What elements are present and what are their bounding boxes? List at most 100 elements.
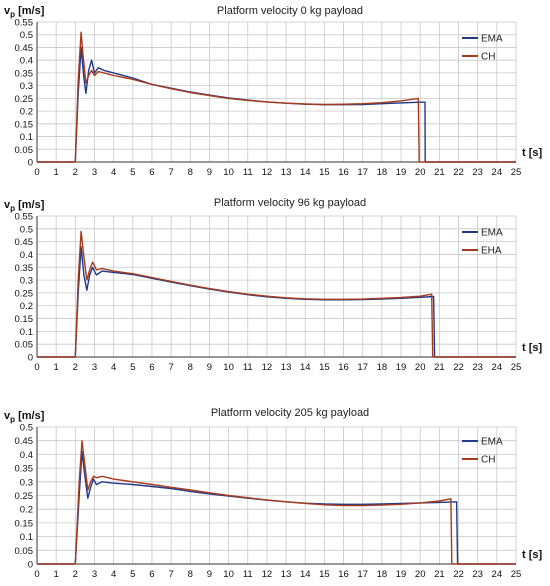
y-tick-label: 0.25 [15,288,34,299]
y-axis-label: vp [m/s] [4,5,45,19]
y-tick-label: 0.1 [20,132,33,143]
x-tick-label: 13 [281,167,292,178]
y-tick-label: 0.35 [15,464,34,475]
x-tick-label: 18 [377,569,388,580]
y-tick-label: 0.25 [15,491,34,502]
x-tick-label: 24 [492,167,503,178]
x-tick-label: 16 [338,569,349,580]
x-tick-label: 1 [54,362,59,373]
y-tick-label: 0.15 [15,518,34,529]
y-tick-label: 0.3 [20,276,33,287]
y-tick-label: 0.15 [15,314,34,325]
y-tick-label: 0.35 [15,68,34,79]
legend-label: CH [481,455,495,466]
x-tick-label: 7 [168,167,173,178]
x-tick-label: 5 [130,362,135,373]
y-tick-label: 0 [28,353,33,364]
x-tick-label: 2 [73,569,78,580]
x-tick-label: 20 [415,362,426,373]
x-tick-label: 18 [377,362,388,373]
x-tick-label: 15 [319,362,330,373]
x-axis-label: t [s] [522,549,543,561]
y-tick-label: 0.2 [20,301,33,312]
x-tick-label: 5 [130,569,135,580]
legend-label: EMA [481,437,503,448]
x-tick-label: 18 [377,167,388,178]
x-tick-label: 24 [492,362,503,373]
x-tick-label: 23 [472,569,483,580]
chart-title: Platform velocity 0 kg payload [217,5,363,17]
x-tick-label: 10 [223,167,234,178]
chart-panel-2: 0 1 2 3 4 5 6 7 8 9 10 11 12 13 14 15 16 17 18 19 20 21 22 23 24… [4,197,543,373]
x-tick-label: 11 [243,362,253,373]
legend-label: EMA [481,34,503,45]
chart-panel-3: 0 1 2 3 4 5 6 7 8 9 10 11 12 13 14 15 16 17 18 19 20 21 22 23 24… [4,407,543,580]
chart-panel-1: 0 1 2 3 4 5 6 7 8 9 10 11 12 13 14 15 16 17 18 19 20 21 22 23 24… [4,5,543,178]
x-tick-label: 3 [92,569,97,580]
y-axis-label: vp [m/s] [4,199,45,213]
x-tick-label: 0 [34,362,39,373]
x-tick-label: 21 [434,167,445,178]
y-tick-label: 0 [28,560,33,571]
y-tick-label: 0.45 [15,43,34,54]
x-tick-label: 13 [281,569,292,580]
y-tick-label: 0.4 [20,250,33,261]
y-tick-label: 0.05 [15,546,34,557]
legend: EMA CH [462,34,503,63]
x-tick-label: 2 [73,362,78,373]
x-tick-label: 22 [453,167,464,178]
x-tick-label: 24 [492,569,503,580]
series-line-ema [37,46,516,163]
x-tick-label: 19 [396,569,407,580]
x-axis-label: t [s] [522,147,543,159]
y-tick-label: 0.5 [20,30,33,41]
y-tick-label: 0.05 [15,145,34,156]
x-tick-label: 15 [319,167,330,178]
x-tick-label: 5 [130,167,135,178]
x-tick-label: 15 [319,569,330,580]
x-tick-label: 1 [54,167,59,178]
x-tick-label: 13 [281,362,292,373]
x-tick-label: 1 [54,569,59,580]
x-tick-label: 9 [207,167,212,178]
y-tick-label: 0.25 [15,94,34,105]
x-tick-label: 22 [453,362,464,373]
y-tick-label: 0 [28,158,33,169]
x-tick-label: 2 [73,167,78,178]
y-tick-label: 0.35 [15,263,34,274]
x-tick-label: 21 [434,362,445,373]
x-tick-label: 0 [34,167,39,178]
y-tick-label: 0.45 [15,436,34,447]
y-axis-label: vp [m/s] [4,410,45,424]
x-tick-label: 25 [511,362,522,373]
y-tick-label: 0.4 [20,450,33,461]
x-tick-label: 25 [511,569,522,580]
x-tick-label: 23 [472,167,483,178]
y-tick-label: 0.3 [20,81,33,92]
y-tick-label: 0.5 [20,423,33,434]
x-tick-label: 6 [149,569,154,580]
x-tick-label: 6 [149,362,154,373]
x-tick-label: 4 [111,362,116,373]
x-tick-label: 3 [92,167,97,178]
y-tick-label: 0.15 [15,119,34,130]
y-tick-label: 0.3 [20,477,33,488]
x-tick-label: 14 [300,167,311,178]
chart-title: Platform velocity 205 kg payload [211,407,369,419]
x-tick-label: 19 [396,362,407,373]
x-tick-label: 9 [207,362,212,373]
x-tick-label: 23 [472,362,483,373]
x-tick-label: 8 [188,167,193,178]
x-tick-label: 17 [357,167,368,178]
y-tick-label: 0.5 [20,224,33,235]
x-tick-label: 11 [243,167,253,178]
legend-label: EMA [481,228,503,239]
x-tick-label: 8 [188,362,193,373]
series-line-ema [37,451,516,565]
grid [36,426,517,565]
x-tick-label: 0 [34,569,39,580]
x-tick-label: 14 [300,569,311,580]
y-tick-label: 0.1 [20,327,33,338]
x-tick-label: 19 [396,167,407,178]
x-tick-label: 10 [223,569,234,580]
